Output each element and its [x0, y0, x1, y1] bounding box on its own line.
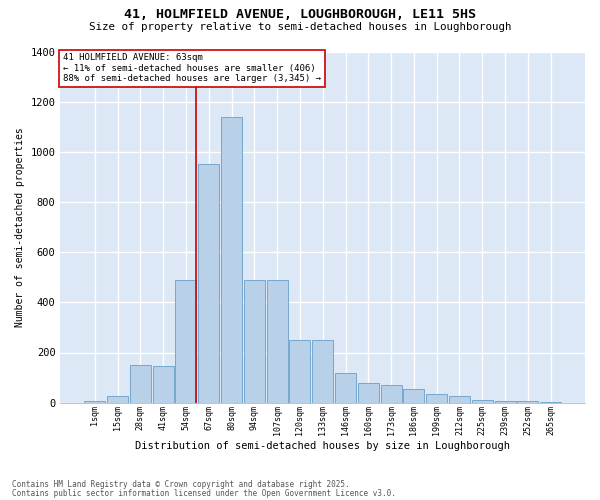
Bar	[289, 340, 310, 402]
Bar	[221, 116, 242, 403]
Bar	[494, 400, 515, 402]
Text: 41, HOLMFIELD AVENUE, LOUGHBOROUGH, LE11 5HS: 41, HOLMFIELD AVENUE, LOUGHBOROUGH, LE11…	[124, 8, 476, 20]
Bar	[403, 389, 424, 402]
Bar	[472, 400, 493, 402]
Y-axis label: Number of semi-detached properties: Number of semi-detached properties	[15, 127, 25, 327]
Bar	[335, 372, 356, 402]
Bar	[175, 280, 196, 402]
Bar	[266, 280, 287, 402]
Bar	[426, 394, 447, 402]
Bar	[152, 366, 173, 402]
Text: Contains HM Land Registry data © Crown copyright and database right 2025.: Contains HM Land Registry data © Crown c…	[12, 480, 350, 489]
Bar	[244, 280, 265, 402]
Bar	[130, 365, 151, 403]
Text: Size of property relative to semi-detached houses in Loughborough: Size of property relative to semi-detach…	[89, 22, 511, 32]
X-axis label: Distribution of semi-detached houses by size in Loughborough: Distribution of semi-detached houses by …	[135, 441, 510, 451]
Bar	[449, 396, 470, 402]
Bar	[380, 385, 401, 402]
Text: Contains public sector information licensed under the Open Government Licence v3: Contains public sector information licen…	[12, 489, 396, 498]
Bar	[107, 396, 128, 402]
Bar	[198, 164, 219, 402]
Text: 41 HOLMFIELD AVENUE: 63sqm
← 11% of semi-detached houses are smaller (406)
88% o: 41 HOLMFIELD AVENUE: 63sqm ← 11% of semi…	[63, 54, 321, 83]
Bar	[312, 340, 333, 402]
Bar	[358, 382, 379, 402]
